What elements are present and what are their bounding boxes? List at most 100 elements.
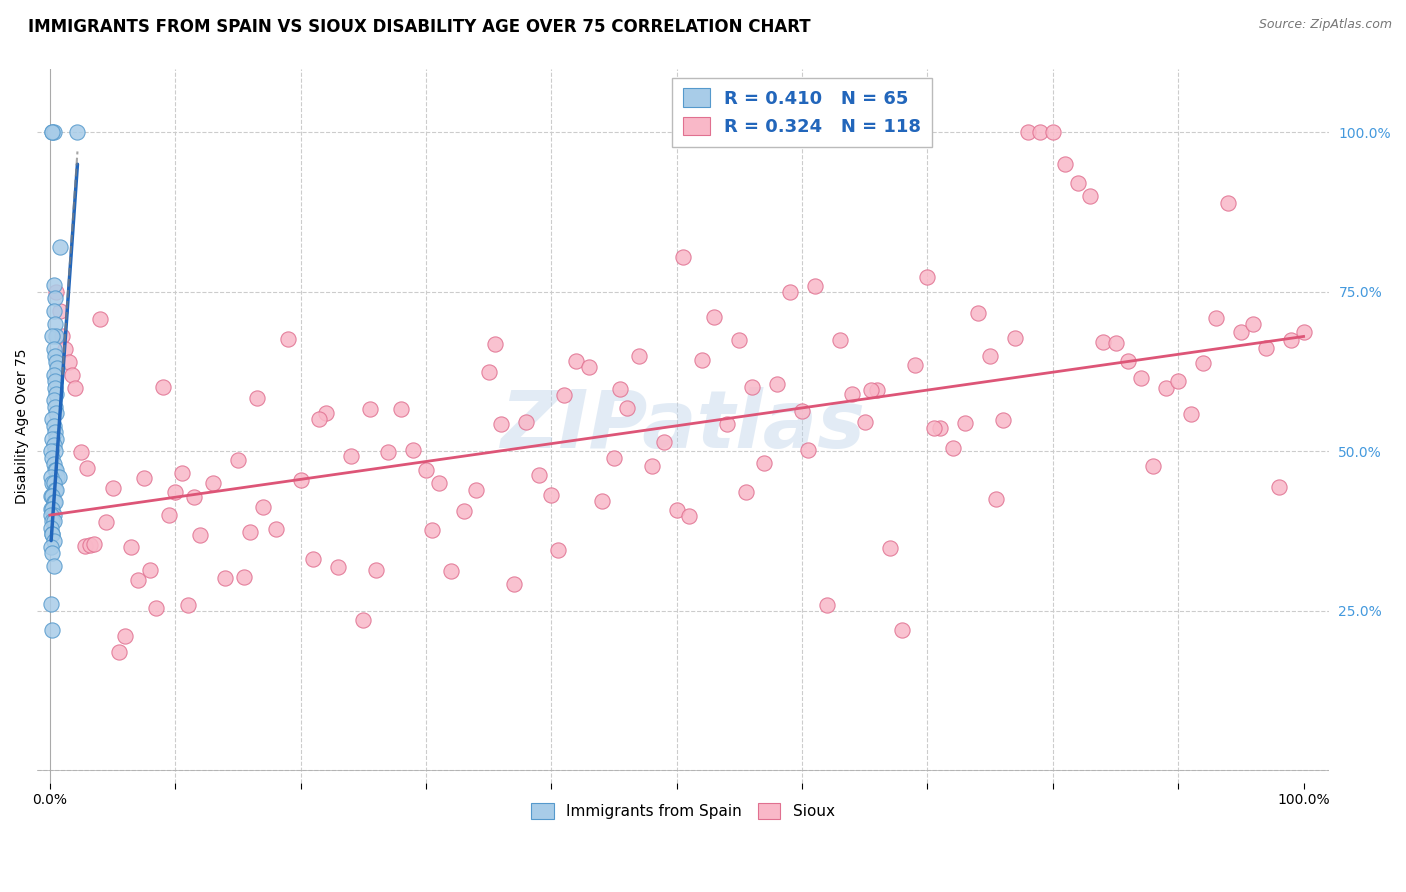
Point — [42, 515, 65, 529]
Point — [841, 387, 863, 401]
Point — [41, 515, 63, 529]
Point — [66, 125, 89, 139]
Point — [239, 525, 262, 540]
Point — [979, 349, 1001, 363]
Point — [860, 384, 883, 398]
Point — [41, 527, 63, 541]
Point — [45, 483, 67, 497]
Point — [44, 374, 66, 388]
Point — [489, 417, 512, 432]
Point — [44, 463, 66, 477]
Point — [364, 563, 387, 577]
Point — [39, 508, 62, 522]
Point — [41, 527, 63, 541]
Point — [302, 551, 325, 566]
Text: Source: ZipAtlas.com: Source: ZipAtlas.com — [1258, 18, 1392, 31]
Point — [986, 491, 1008, 506]
Point — [41, 125, 63, 139]
Point — [553, 388, 575, 402]
Point — [89, 312, 111, 326]
Point — [1080, 189, 1102, 203]
Point — [233, 570, 256, 584]
Point — [904, 358, 927, 372]
Point — [42, 304, 65, 318]
Point — [678, 508, 700, 523]
Point — [891, 623, 914, 637]
Point — [315, 406, 337, 420]
Point — [1129, 370, 1152, 384]
Point — [1292, 325, 1315, 339]
Point — [665, 503, 688, 517]
Point — [339, 449, 361, 463]
Point — [42, 533, 65, 548]
Point — [45, 329, 67, 343]
Point — [46, 470, 69, 484]
Point — [440, 564, 463, 578]
Point — [790, 403, 813, 417]
Point — [44, 317, 66, 331]
Point — [728, 333, 751, 347]
Text: IMMIGRANTS FROM SPAIN VS SIOUX DISABILITY AGE OVER 75 CORRELATION CHART: IMMIGRANTS FROM SPAIN VS SIOUX DISABILIT… — [28, 18, 811, 36]
Point — [44, 380, 66, 394]
Point — [49, 304, 72, 318]
Point — [690, 353, 713, 368]
Point — [145, 601, 167, 615]
Point — [917, 269, 939, 284]
Point — [45, 406, 67, 420]
Point — [101, 481, 124, 495]
Point — [201, 476, 224, 491]
Point — [157, 508, 180, 523]
Point — [44, 400, 66, 414]
Point — [389, 401, 412, 416]
Point — [46, 361, 69, 376]
Point — [640, 458, 662, 473]
Point — [515, 416, 537, 430]
Point — [1116, 354, 1139, 368]
Point — [1192, 356, 1215, 370]
Point — [1054, 157, 1077, 171]
Point — [45, 432, 67, 446]
Point — [547, 543, 569, 558]
Legend: Immigrants from Spain, Sioux: Immigrants from Spain, Sioux — [526, 797, 841, 825]
Point — [1142, 459, 1164, 474]
Point — [45, 285, 67, 299]
Point — [377, 444, 399, 458]
Point — [139, 563, 162, 577]
Point — [1218, 195, 1240, 210]
Point — [803, 279, 825, 293]
Point — [828, 333, 851, 347]
Point — [1154, 381, 1177, 395]
Point — [352, 614, 374, 628]
Point — [246, 391, 269, 405]
Point — [39, 470, 62, 484]
Point — [420, 523, 443, 537]
Point — [797, 443, 820, 458]
Point — [616, 401, 638, 415]
Point — [44, 444, 66, 458]
Point — [45, 355, 67, 369]
Point — [591, 493, 613, 508]
Point — [652, 434, 675, 449]
Point — [41, 329, 63, 343]
Point — [62, 368, 84, 382]
Point — [76, 461, 98, 475]
Point — [741, 380, 763, 394]
Point — [866, 383, 889, 397]
Point — [1029, 125, 1052, 139]
Point — [578, 359, 600, 374]
Point — [1017, 125, 1039, 139]
Point — [39, 444, 62, 458]
Point — [252, 500, 274, 514]
Point — [879, 541, 901, 555]
Point — [465, 483, 488, 497]
Point — [96, 515, 118, 529]
Point — [39, 489, 62, 503]
Point — [815, 598, 838, 612]
Point — [502, 577, 524, 591]
Point — [41, 432, 63, 446]
Point — [264, 522, 287, 536]
Point — [42, 508, 65, 522]
Point — [941, 442, 963, 456]
Point — [953, 416, 976, 430]
Point — [779, 285, 801, 299]
